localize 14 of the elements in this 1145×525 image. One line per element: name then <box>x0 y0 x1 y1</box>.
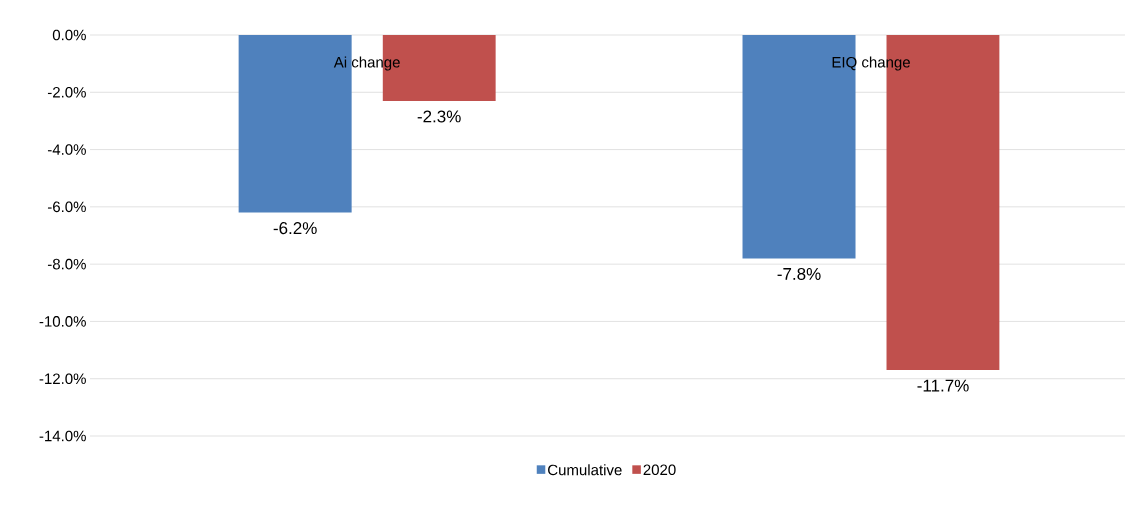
y-tick-label: -4.0% <box>47 144 86 155</box>
y-tick-label: -10.0% <box>39 316 86 327</box>
y-tick-label: -6.0% <box>47 201 86 213</box>
y-tick-label: -8.0% <box>47 258 86 270</box>
data-label: -6.2% <box>273 222 317 235</box>
legend-label: Cumulative <box>548 464 622 476</box>
y-tick-label: 0.0% <box>52 29 86 41</box>
y-tick-label: -14.0% <box>39 430 86 442</box>
data-label: -7.8% <box>777 267 821 280</box>
legend-label: 2020 <box>643 464 676 476</box>
data-label: -11.7% <box>917 379 969 392</box>
y-tick-label: -2.0% <box>47 86 86 98</box>
y-tick-label: -12.0% <box>39 373 86 385</box>
data-label: -2.3% <box>417 110 461 123</box>
